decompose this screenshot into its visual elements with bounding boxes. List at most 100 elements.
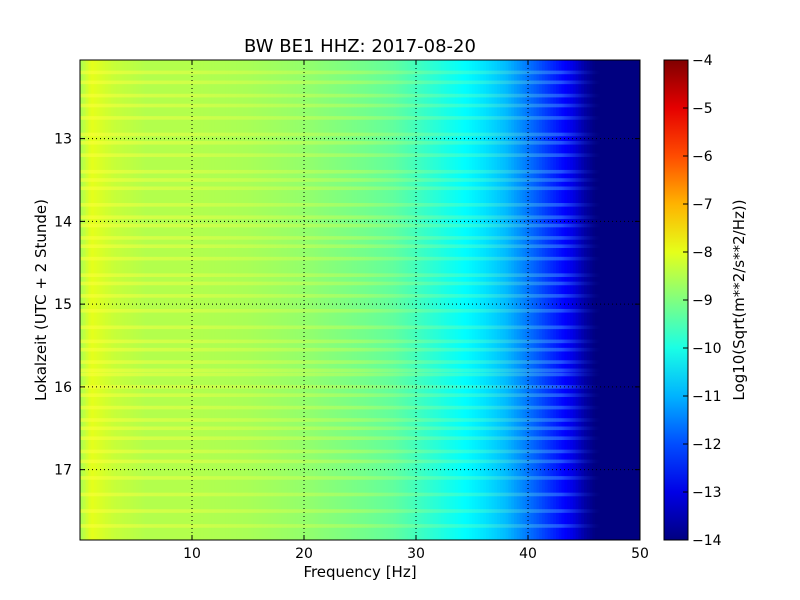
heatmap-column — [354, 60, 358, 540]
heatmap-column — [220, 60, 224, 540]
heatmap-column — [525, 60, 529, 540]
heatmap-column — [141, 60, 145, 540]
heatmap-column — [427, 60, 431, 540]
heatmap-column — [334, 60, 339, 540]
y-tick-label: 17 — [54, 463, 72, 479]
grid-lines — [80, 60, 640, 540]
colorbar-tick-label: −9 — [692, 293, 713, 309]
heatmap-column — [309, 60, 313, 540]
heatmap-column — [80, 60, 84, 540]
heatmap-column — [634, 60, 638, 540]
heatmap-column — [108, 60, 112, 540]
heatmap-column — [544, 60, 549, 540]
heatmap-column — [407, 60, 411, 540]
heatmap-column — [488, 60, 493, 540]
heatmap-column — [281, 60, 285, 540]
heatmap-column — [539, 60, 543, 540]
heatmap-column — [617, 60, 621, 540]
y-tick-label: 15 — [54, 297, 72, 313]
heatmap-column — [304, 60, 308, 540]
spectrogram-band — [80, 308, 640, 313]
x-axis-ticks: 10 20 30 40 50 — [183, 60, 649, 562]
heatmap-column — [572, 60, 577, 540]
heatmap-column — [102, 60, 106, 540]
heatmap-column — [519, 60, 523, 540]
heatmap-column — [385, 60, 389, 540]
heatmap-column — [511, 60, 515, 540]
heatmap-column — [497, 60, 501, 540]
colorbar-tick-label: −11 — [692, 389, 722, 405]
heatmap-column — [136, 60, 140, 540]
heatmap-column — [94, 60, 98, 540]
spectrogram-band — [80, 476, 640, 480]
spectrogram-band — [80, 140, 640, 145]
heatmap-column — [458, 60, 462, 540]
heatmap-column — [124, 60, 129, 540]
heatmap-column — [404, 60, 409, 540]
spectrogram-band — [80, 347, 640, 352]
heatmap-column — [250, 60, 255, 540]
heatmap-column — [290, 60, 294, 540]
heatmap-column — [561, 60, 565, 540]
heatmap-column — [228, 60, 232, 540]
spectrogram-band — [80, 281, 640, 286]
heatmap-column — [502, 60, 507, 540]
heatmap-column — [371, 60, 375, 540]
heatmap-column — [175, 60, 179, 540]
heatmap-column — [435, 60, 439, 540]
heatmap-column — [337, 60, 341, 540]
heatmap-column — [214, 60, 218, 540]
x-tick-label: 50 — [631, 546, 649, 562]
heatmap-column — [326, 60, 330, 540]
heatmap-column — [130, 60, 134, 540]
heatmap-column — [264, 60, 269, 540]
spectrogram-band — [80, 153, 640, 157]
heatmap-column — [312, 60, 316, 540]
heatmap-column — [553, 60, 557, 540]
heatmap-column — [444, 60, 448, 540]
heatmap-column — [626, 60, 630, 540]
spectrogram-band — [80, 244, 640, 249]
colorbar-tick-label: −10 — [692, 341, 722, 357]
heatmap-column — [91, 60, 95, 540]
heatmap-column — [259, 60, 263, 540]
heatmap-column — [547, 60, 551, 540]
heatmap-column — [483, 60, 487, 540]
heatmap-column — [147, 60, 151, 540]
heatmap-column — [374, 60, 378, 540]
heatmap-column — [267, 60, 271, 540]
heatmap-column — [197, 60, 201, 540]
heatmap-column — [514, 60, 518, 540]
heatmap-column — [82, 60, 87, 540]
heatmap-column — [592, 60, 596, 540]
spectrogram-band — [80, 393, 640, 397]
heatmap-column — [508, 60, 512, 540]
colorbar-tick-label: −8 — [692, 245, 713, 261]
spectrogram-band — [80, 186, 640, 191]
heatmap-column — [189, 60, 193, 540]
heatmap-column — [421, 60, 425, 540]
heatmap-column — [393, 60, 397, 540]
heatmap-column — [564, 60, 568, 540]
heatmap-column — [150, 60, 154, 540]
heatmap-column — [273, 60, 277, 540]
heatmap-column — [119, 60, 123, 540]
heatmap-column — [365, 60, 369, 540]
heatmap-column — [416, 60, 420, 540]
heatmap-column — [178, 60, 182, 540]
heatmap-column — [402, 60, 406, 540]
heatmap-column — [256, 60, 260, 540]
heatmap-column — [144, 60, 148, 540]
heatmap-column — [340, 60, 344, 540]
colorbar-tick-label: −12 — [692, 437, 722, 453]
heatmap-column — [631, 60, 635, 540]
colorbar-tick-label: −5 — [692, 101, 713, 117]
heatmap-column — [301, 60, 305, 540]
heatmap-column — [183, 60, 187, 540]
heatmap-column — [446, 60, 451, 540]
heatmap-column — [329, 60, 333, 540]
y-axis-ticks: 13 14 15 16 17 — [54, 132, 640, 479]
heatmap-column — [474, 60, 479, 540]
heatmap-column — [379, 60, 383, 540]
